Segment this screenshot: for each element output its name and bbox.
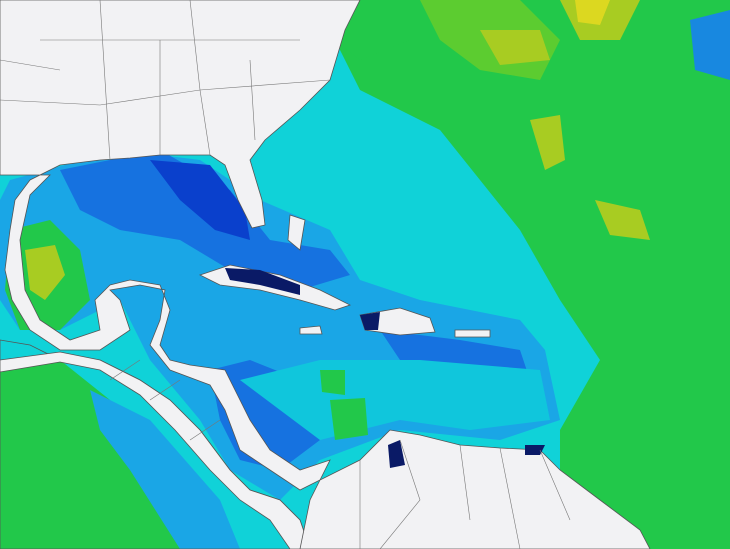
swell-zone (480, 30, 550, 65)
swell-zone (530, 115, 565, 170)
swell-zone (575, 0, 610, 25)
swell-zone (330, 0, 730, 549)
border (0, 0, 331, 161)
swell-zone (595, 200, 650, 240)
island (287, 214, 306, 251)
lake (525, 445, 545, 455)
border (109, 359, 221, 441)
border (359, 439, 571, 549)
land (0, 0, 361, 491)
land (299, 429, 651, 549)
lake (388, 440, 405, 468)
island-shadow (360, 312, 380, 330)
island (454, 329, 491, 338)
swell-zone (690, 10, 730, 80)
swell-zone (90, 390, 240, 549)
island (299, 325, 323, 335)
swell-zone (25, 245, 65, 300)
island-shadow (225, 268, 300, 295)
swell-zone (240, 360, 550, 440)
swell-zone (320, 370, 345, 395)
land (0, 351, 311, 549)
swell-zone (330, 398, 368, 440)
swell-zone (150, 160, 250, 240)
